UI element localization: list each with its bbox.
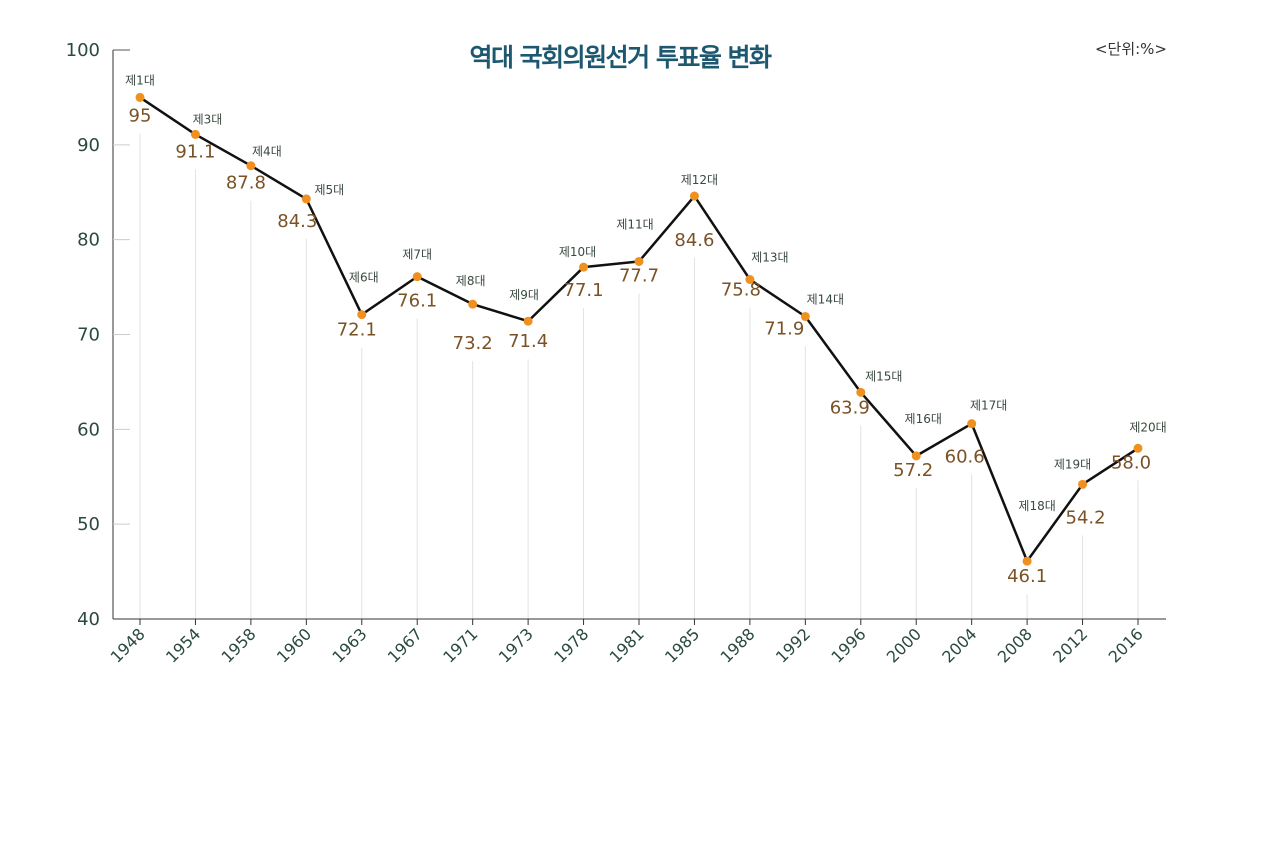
data-point: [1133, 443, 1143, 453]
x-tick-label: 2016: [1105, 624, 1147, 666]
term-label: 제6대: [349, 271, 379, 285]
term-label: 제3대: [193, 112, 223, 126]
term-label: 제1대: [125, 73, 155, 87]
value-label: 76.1: [397, 291, 437, 312]
term-label: 제8대: [456, 274, 486, 288]
y-tick-label: 40: [77, 609, 100, 630]
value-label: 46.1: [1007, 566, 1047, 587]
data-point: [357, 310, 367, 320]
data-point: [1078, 479, 1088, 489]
term-label: 제20대: [1129, 420, 1166, 434]
y-tick-label: 80: [77, 230, 100, 251]
term-label: 제14대: [807, 292, 844, 306]
value-label: 95: [129, 105, 152, 126]
value-label: 58.0: [1111, 452, 1151, 473]
term-label: 제4대: [252, 145, 282, 159]
term-label: 제19대: [1054, 457, 1091, 471]
unit-label: <단위:%>: [1094, 40, 1167, 58]
value-label: 84.3: [277, 211, 317, 232]
term-label: 제7대: [402, 248, 432, 262]
data-point: [689, 191, 699, 201]
value-label: 57.2: [893, 460, 933, 481]
data-point: [190, 129, 200, 139]
x-tick-label: 1963: [328, 624, 370, 666]
x-tick-label: 1988: [716, 624, 758, 666]
value-label: 77.7: [619, 265, 659, 286]
x-tick-label: 1978: [550, 624, 592, 666]
data-point: [579, 262, 589, 272]
data-point: [1022, 556, 1032, 566]
x-tick-label: 1996: [827, 624, 869, 666]
chart-title: 역대 국회의원선거 투표율 변화: [469, 43, 772, 72]
value-label: 71.9: [764, 318, 804, 339]
x-tick-label: 1967: [384, 624, 426, 666]
data-point: [412, 272, 422, 282]
data-point: [246, 161, 256, 171]
x-tick-label: 2008: [994, 624, 1036, 666]
x-tick-label: 1948: [107, 624, 149, 666]
data-point: [911, 451, 921, 461]
value-label: 87.8: [226, 173, 266, 194]
data-point: [523, 316, 533, 326]
x-tick-label: 1981: [606, 624, 648, 666]
value-label: 75.8: [721, 279, 761, 300]
data-point: [301, 194, 311, 204]
x-tick-label: 1954: [162, 624, 204, 666]
x-tick-label: 1958: [217, 624, 259, 666]
value-label: 77.1: [564, 280, 604, 301]
value-label: 54.2: [1066, 507, 1106, 528]
value-label: 73.2: [453, 333, 493, 354]
x-tick-label: 1971: [439, 624, 481, 666]
data-point: [856, 387, 866, 397]
value-label: 63.9: [830, 397, 870, 418]
term-label: 제16대: [905, 412, 942, 426]
y-tick-label: 50: [77, 514, 100, 535]
data-point: [800, 311, 810, 321]
term-label: 제15대: [865, 369, 902, 383]
x-tick-label: 2012: [1049, 624, 1091, 666]
term-label: 제17대: [970, 399, 1007, 413]
data-point: [745, 274, 755, 284]
term-label: 제18대: [1018, 499, 1055, 513]
y-tick-label: 90: [77, 135, 100, 156]
value-label: 60.6: [945, 447, 985, 468]
data-point: [634, 256, 644, 266]
x-tick-label: 1985: [661, 624, 703, 666]
value-label: 91.1: [175, 141, 215, 162]
x-tick-label: 2004: [938, 624, 980, 666]
x-tick-label: 2000: [883, 624, 925, 666]
y-tick-label: 60: [77, 419, 100, 440]
data-point: [468, 299, 478, 309]
term-label: 제13대: [751, 250, 788, 264]
term-label: 제5대: [314, 183, 344, 197]
x-tick-label: 1992: [772, 624, 814, 666]
value-label: 72.1: [337, 320, 377, 341]
value-label: 84.6: [674, 230, 714, 251]
x-tick-label: 1960: [273, 624, 315, 666]
term-label: 제12대: [681, 173, 718, 187]
term-label: 제10대: [559, 245, 596, 259]
y-tick-label: 70: [77, 325, 100, 346]
term-label: 제9대: [509, 288, 539, 302]
value-label: 71.4: [508, 331, 548, 352]
term-label: 제11대: [616, 217, 653, 231]
x-tick-label: 1973: [495, 624, 537, 666]
data-point: [135, 92, 145, 102]
data-point: [967, 419, 977, 429]
y-tick-label: 100: [66, 40, 100, 61]
